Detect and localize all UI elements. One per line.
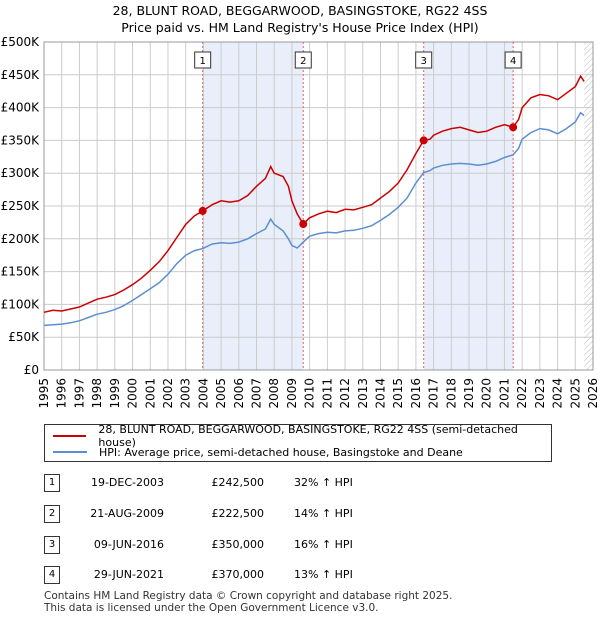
transaction-badge: 2 — [44, 505, 60, 523]
x-tick-label: 2023 — [533, 378, 547, 409]
legend: 28, BLUNT ROAD, BEGGARWOOD, BASINGSTOKE,… — [44, 423, 552, 462]
x-tick-label: 2007 — [250, 378, 264, 409]
x-tick-label: 2020 — [480, 378, 494, 409]
chart-subtitle: Price paid vs. HM Land Registry's House … — [121, 20, 479, 35]
sale-number-label: 3 — [421, 56, 427, 67]
sale-point — [509, 123, 518, 132]
y-tick-label: £250K — [1, 199, 41, 213]
y-tick-label: £100K — [1, 297, 41, 311]
y-tick-label: £450K — [1, 68, 41, 82]
sale-number-label: 4 — [510, 56, 516, 67]
x-tick-label: 2015 — [391, 378, 405, 409]
legend-item-property: 28, BLUNT ROAD, BEGGARWOOD, BASINGSTOKE,… — [53, 423, 551, 449]
y-tick-label: £200K — [1, 232, 41, 246]
legend-swatch-property — [53, 435, 87, 437]
x-tick-label: 1998 — [90, 378, 104, 409]
sale-number-box — [294, 51, 312, 69]
transaction-price: £370,000 — [211, 568, 265, 581]
x-tick-label: 2002 — [161, 378, 175, 409]
transaction-hpi: 13% ↑ HPI — [294, 568, 353, 581]
y-tick-label: £400K — [1, 101, 41, 115]
price-chart: £0 £50K £100K £150K £200K £250K £300K £350K £400… — [1, 35, 600, 409]
legend-label-property: 28, BLUNT ROAD, BEGGARWOOD, BASINGSTOKE,… — [98, 423, 518, 449]
transaction-hpi: 14% ↑ HPI — [294, 507, 353, 520]
transaction-row: 4 29-JUN-2021 £370,000 13% ↑ HPI — [44, 566, 564, 586]
x-tick-label: 1995 — [37, 378, 51, 409]
transaction-badge: 3 — [44, 536, 60, 554]
transaction-row: 1 19-DEC-2003 £242,500 32% ↑ HPI — [44, 474, 564, 494]
x-tick-label: 2003 — [179, 378, 193, 409]
y-tick-label: £150K — [1, 265, 41, 279]
x-tick-label: 2022 — [515, 378, 529, 409]
x-tick-label: 2018 — [444, 378, 458, 409]
sale-number-box — [415, 51, 433, 69]
x-tick-label: 2004 — [196, 378, 210, 409]
sale-number-label: 1 — [199, 56, 205, 67]
transaction-row: 3 09-JUN-2016 £350,000 16% ↑ HPI — [44, 536, 564, 556]
x-tick-label: 2024 — [551, 378, 565, 409]
y-tick-label: £500K — [1, 35, 41, 49]
legend-swatch-hpi — [53, 451, 87, 453]
transaction-date: 19-DEC-2003 — [90, 476, 164, 489]
x-tick-label: 2011 — [320, 378, 334, 409]
sale-number-label: 2 — [300, 56, 306, 67]
footer-licence: This data is licensed under the Open Gov… — [44, 602, 379, 614]
footer-copyright: Contains HM Land Registry data © Crown c… — [44, 590, 453, 602]
x-tick-label: 1999 — [108, 378, 122, 409]
transaction-price: £222,500 — [211, 507, 265, 520]
plot-frame — [43, 41, 594, 371]
footer: Contains HM Land Registry data © Crown c… — [44, 590, 452, 614]
legend-item-hpi: HPI: Average price, semi-detached house,… — [53, 444, 463, 460]
x-tick-label: 2000 — [126, 378, 140, 409]
sale-number-box — [504, 51, 522, 69]
x-tick-label: 2008 — [267, 378, 281, 409]
transaction-hpi: 16% ↑ HPI — [294, 538, 353, 551]
x-tick-label: 2005 — [214, 378, 228, 409]
y-tick-label: £350K — [1, 133, 41, 147]
y-tick-label: £300K — [1, 166, 41, 180]
legend-label-hpi: HPI: Average price, semi-detached house,… — [99, 445, 463, 459]
x-tick-label: 2019 — [462, 378, 476, 409]
x-tick-label: 2014 — [373, 378, 387, 409]
transaction-date: 09-JUN-2016 — [93, 538, 164, 551]
transaction-date: 29-JUN-2021 — [93, 568, 164, 581]
property-price-line — [43, 74, 585, 314]
x-tick-label: 2012 — [338, 378, 352, 409]
x-tick-label: 2017 — [427, 378, 441, 409]
sale-point — [198, 206, 207, 215]
x-tick-label: 2009 — [285, 378, 299, 409]
transaction-price: £350,000 — [211, 538, 265, 551]
x-tick-label: 2010 — [303, 378, 317, 409]
y-tick-label: £50K — [8, 330, 40, 344]
x-tick-label: 1996 — [55, 378, 69, 409]
x-tick-label: 2021 — [497, 378, 511, 409]
sale-point — [299, 220, 308, 229]
transaction-badge: 1 — [44, 474, 60, 492]
x-tick-label: 2025 — [568, 378, 582, 409]
transaction-date: 21-AUG-2009 — [90, 507, 164, 520]
y-tick-label: £0 — [24, 363, 39, 377]
transaction-price: £242,500 — [211, 476, 265, 489]
transaction-row: 2 21-AUG-2009 £222,500 14% ↑ HPI — [44, 505, 564, 525]
sale-point — [419, 136, 428, 145]
transaction-badge: 4 — [44, 566, 60, 584]
hpi-line — [43, 111, 585, 327]
x-tick-label: 2013 — [356, 378, 370, 409]
sale-number-box — [194, 51, 212, 69]
x-tick-label: 1997 — [72, 378, 86, 409]
x-tick-label: 2001 — [143, 378, 157, 409]
chart-title: 28, BLUNT ROAD, BEGGARWOOD, BASINGSTOKE,… — [112, 3, 488, 18]
x-tick-label: 2006 — [232, 378, 246, 409]
x-tick-label: 2026 — [586, 378, 600, 409]
x-tick-label: 2016 — [409, 378, 423, 409]
transaction-hpi: 32% ↑ HPI — [294, 476, 353, 489]
